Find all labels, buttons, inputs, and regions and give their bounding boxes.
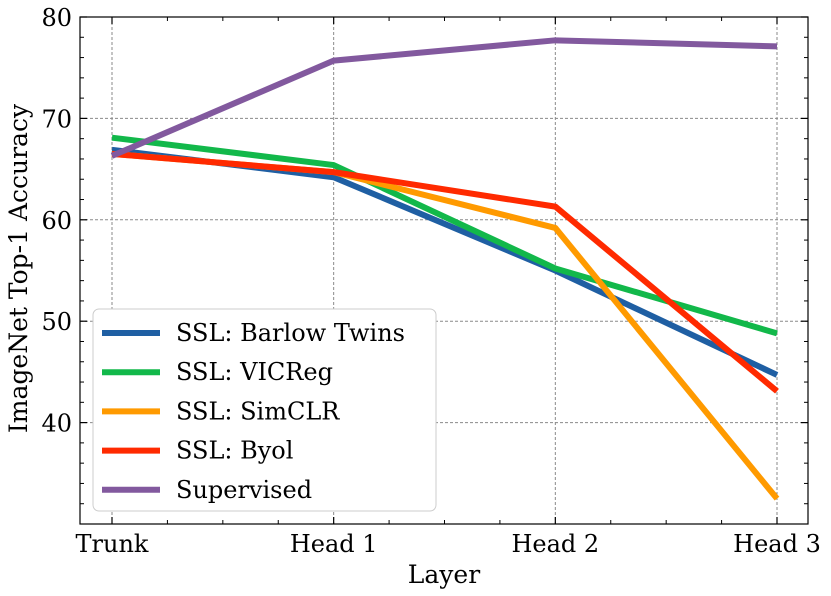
- ticks: Trunk Head 1 Head 2 Head 3 40 50 60 70 80: [41, 4, 820, 558]
- y-tick-label: 40: [41, 410, 72, 438]
- series-line: [111, 134, 778, 337]
- series-lines: [110, 37, 780, 501]
- series-line: [111, 150, 779, 394]
- legend-label: Supervised: [176, 476, 312, 504]
- legend-box: [92, 308, 437, 512]
- legend: SSL: Barlow Twins SSL: VICReg SSL: SimCLR S…: [92, 308, 437, 512]
- y-axis-label: ImageNet Top-1 Accuracy: [4, 103, 33, 433]
- x-tick-label: Head 3: [733, 530, 821, 558]
- y-tick-label: 80: [41, 4, 72, 32]
- x-tick-label: Head 2: [511, 530, 599, 558]
- y-tick-label: 50: [41, 308, 72, 336]
- series-line: [110, 37, 778, 159]
- x-tick-label: Head 1: [290, 530, 378, 558]
- legend-label: SSL: Byol: [176, 437, 293, 465]
- legend-label: SSL: SimCLR: [176, 397, 340, 425]
- legend-label: SSL: Barlow Twins: [176, 319, 405, 347]
- x-tick-label: Trunk: [76, 530, 149, 558]
- y-tick-label: 70: [41, 105, 72, 133]
- y-tick-label: 60: [41, 207, 72, 235]
- legend-label: SSL: VICReg: [176, 358, 333, 386]
- x-axis-label: Layer: [408, 560, 480, 589]
